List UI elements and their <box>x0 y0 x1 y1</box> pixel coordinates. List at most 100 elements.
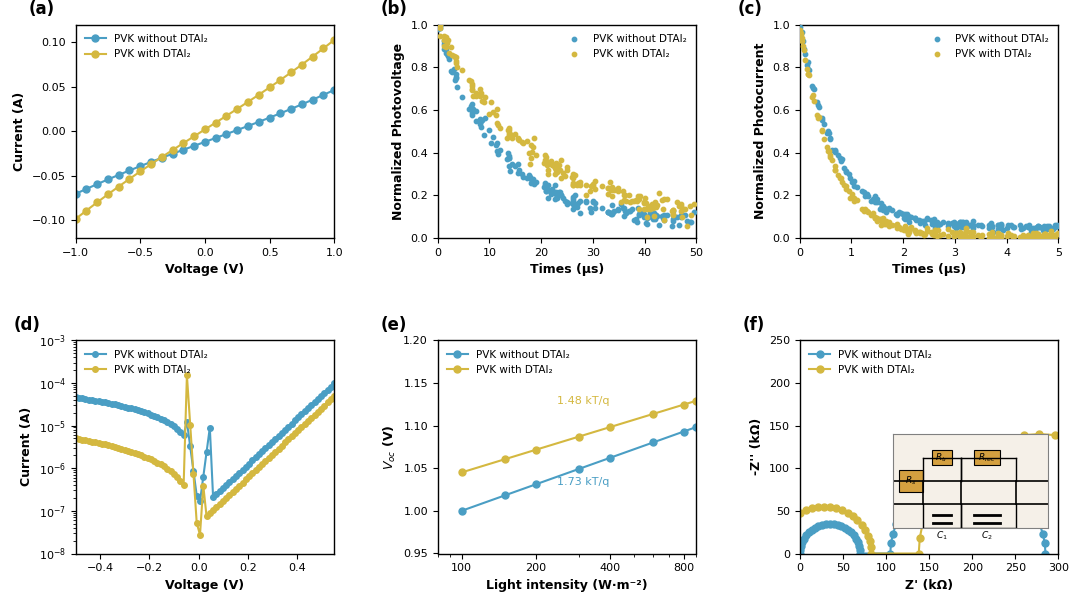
PVK without DTAI₂ <box>327 380 340 387</box>
PVK with DTAI₂ <box>548 165 565 175</box>
PVK with DTAI₂ <box>900 226 917 236</box>
PVK without DTAI₂ <box>894 210 912 220</box>
PVK without DTAI₂ <box>951 474 964 481</box>
PVK without DTAI₂ <box>955 217 972 227</box>
PVK with DTAI₂ <box>437 42 455 52</box>
PVK with DTAI₂ <box>582 181 599 191</box>
PVK without DTAI₂ <box>558 199 576 208</box>
PVK with DTAI₂ <box>1024 228 1041 238</box>
PVK with DTAI₂ <box>957 231 974 241</box>
PVK with DTAI₂ <box>187 470 200 477</box>
PVK without DTAI₂ <box>435 36 453 46</box>
PVK with DTAI₂ <box>1039 230 1056 240</box>
PVK without DTAI₂ <box>635 209 652 219</box>
PVK without DTAI₂ <box>188 142 201 149</box>
PVK without DTAI₂ <box>895 210 913 220</box>
PVK without DTAI₂ <box>929 220 946 229</box>
PVK with DTAI₂ <box>447 58 464 68</box>
PVK with DTAI₂ <box>984 232 1001 242</box>
PVK with DTAI₂ <box>102 191 114 198</box>
PVK without DTAI₂ <box>872 198 889 208</box>
PVK with DTAI₂ <box>487 110 504 120</box>
PVK with DTAI₂ <box>991 230 1009 240</box>
PVK without DTAI₂ <box>923 219 941 229</box>
PVK without DTAI₂ <box>656 215 673 225</box>
PVK without DTAI₂ <box>253 118 266 125</box>
PVK without DTAI₂ <box>989 224 1007 234</box>
PVK with DTAI₂ <box>947 229 964 239</box>
PVK with DTAI₂ <box>896 221 914 231</box>
PVK with DTAI₂ <box>794 36 811 46</box>
PVK without DTAI₂ <box>553 190 570 200</box>
PVK without DTAI₂ <box>1021 223 1038 233</box>
PVK with DTAI₂ <box>525 133 542 143</box>
PVK without DTAI₂ <box>866 191 883 201</box>
PVK without DTAI₂ <box>883 550 896 557</box>
PVK with DTAI₂ <box>833 173 850 183</box>
PVK without DTAI₂ <box>794 546 807 554</box>
PVK with DTAI₂ <box>678 221 696 231</box>
PVK without DTAI₂ <box>900 213 917 223</box>
PVK with DTAI₂ <box>815 133 833 143</box>
PVK with DTAI₂ <box>636 193 653 203</box>
PVK with DTAI₂ <box>1036 232 1053 242</box>
PVK without DTAI₂ <box>441 54 458 64</box>
PVK without DTAI₂ <box>569 198 586 208</box>
PVK without DTAI₂ <box>895 213 913 223</box>
PVK without DTAI₂ <box>866 197 883 207</box>
PVK with DTAI₂ <box>443 42 460 52</box>
PVK with DTAI₂ <box>981 229 998 239</box>
PVK without DTAI₂ <box>463 108 481 118</box>
PVK with DTAI₂ <box>623 197 640 207</box>
PVK without DTAI₂ <box>845 529 858 536</box>
PVK without DTAI₂ <box>1037 222 1054 232</box>
PVK without DTAI₂ <box>639 212 657 222</box>
PVK with DTAI₂ <box>877 216 894 226</box>
PVK without DTAI₂ <box>908 215 926 225</box>
PVK without DTAI₂ <box>1020 223 1037 232</box>
PVK with DTAI₂ <box>848 196 865 205</box>
PVK without DTAI₂ <box>664 213 681 223</box>
PVK without DTAI₂ <box>899 209 916 219</box>
PVK without DTAI₂ <box>794 550 807 557</box>
PVK without DTAI₂ <box>823 520 836 527</box>
PVK with DTAI₂ <box>1064 434 1077 442</box>
PVK with DTAI₂ <box>432 23 449 33</box>
PVK with DTAI₂ <box>1017 431 1030 438</box>
PVK without DTAI₂ <box>910 215 928 225</box>
PVK with DTAI₂ <box>894 224 912 234</box>
PVK with DTAI₂ <box>872 214 889 224</box>
PVK with DTAI₂ <box>482 97 499 107</box>
PVK with DTAI₂ <box>602 177 619 186</box>
PVK with DTAI₂ <box>134 168 147 175</box>
PVK with DTAI₂ <box>1050 228 1067 238</box>
PVK without DTAI₂ <box>819 128 836 138</box>
PVK with DTAI₂ <box>865 550 878 557</box>
PVK without DTAI₂ <box>487 140 504 150</box>
PVK with DTAI₂ <box>548 157 565 167</box>
PVK without DTAI₂ <box>835 164 852 173</box>
PVK without DTAI₂ <box>472 119 489 129</box>
PVK with DTAI₂ <box>906 226 923 236</box>
PVK with DTAI₂ <box>305 414 318 421</box>
PVK without DTAI₂ <box>800 66 818 76</box>
PVK with DTAI₂ <box>513 137 530 147</box>
Line: PVK with DTAI₂: PVK with DTAI₂ <box>72 373 337 538</box>
PVK with DTAI₂ <box>537 155 554 165</box>
PVK with DTAI₂ <box>177 140 190 147</box>
PVK with DTAI₂ <box>677 401 690 408</box>
Line: PVK without DTAI₂: PVK without DTAI₂ <box>72 87 338 197</box>
PVK without DTAI₂ <box>873 203 890 213</box>
PVK without DTAI₂ <box>827 520 840 528</box>
PVK without DTAI₂ <box>853 186 870 196</box>
PVK with DTAI₂ <box>1036 229 1053 239</box>
PVK with DTAI₂ <box>940 224 957 234</box>
PVK without DTAI₂ <box>840 170 858 180</box>
PVK without DTAI₂ <box>826 146 843 156</box>
PVK with DTAI₂ <box>908 228 926 238</box>
PVK with DTAI₂ <box>896 221 914 231</box>
PVK without DTAI₂ <box>473 116 490 125</box>
PVK without DTAI₂ <box>564 198 581 208</box>
PVK with DTAI₂ <box>503 133 521 143</box>
PVK with DTAI₂ <box>681 210 699 220</box>
